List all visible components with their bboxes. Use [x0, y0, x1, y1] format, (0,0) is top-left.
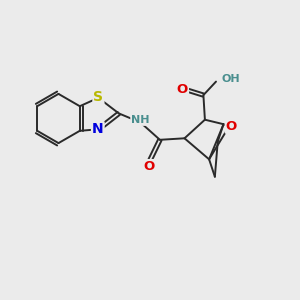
Text: NH: NH: [131, 115, 150, 125]
Text: N: N: [92, 122, 103, 136]
Text: S: S: [93, 90, 103, 104]
Text: O: O: [144, 160, 155, 173]
Text: O: O: [177, 83, 188, 96]
Text: O: O: [226, 120, 237, 133]
Text: OH: OH: [221, 74, 240, 84]
